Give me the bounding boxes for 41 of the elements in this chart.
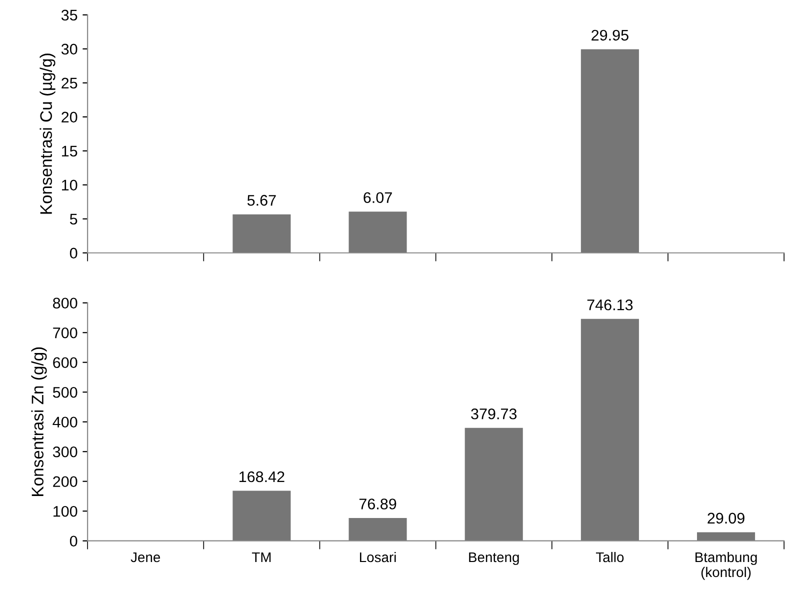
y-tick-label: 700	[53, 327, 78, 338]
bar	[580, 49, 639, 253]
bar	[580, 318, 639, 541]
x-tick-label: Jene	[130, 552, 160, 562]
y-tick-label: 10	[62, 180, 78, 191]
bar	[697, 532, 756, 541]
bar	[464, 428, 523, 541]
y-tick-label: 100	[54, 506, 78, 517]
y-tick-label: 25	[62, 78, 78, 89]
y-axis-title: Konsentrasi Zn (g/g)	[31, 347, 47, 496]
y-tick-label: 200	[53, 476, 78, 488]
y-tick-label: 15	[62, 146, 78, 157]
data-label: 746.13	[587, 299, 633, 310]
x-tick-label: Tallo	[596, 552, 624, 562]
data-label: 6.07	[364, 192, 392, 204]
bar	[348, 212, 407, 253]
x-tick-label: Losari	[360, 552, 396, 562]
y-tick-label: 400	[52, 416, 78, 428]
y-tick-label: 800	[53, 298, 78, 309]
bar	[232, 490, 291, 541]
data-label: 168.42	[239, 471, 284, 482]
y-tick-label: 0	[70, 536, 78, 547]
data-label: 76.89	[359, 498, 396, 510]
y-axis-title: Konsentrasi Cu (µg/g)	[40, 54, 56, 214]
y-tick-label: 0	[70, 248, 78, 259]
bar	[232, 214, 291, 253]
x-tick-label: Btambung (kontrol)	[696, 552, 757, 580]
y-tick-label: 30	[61, 44, 78, 55]
y-tick-label: 5	[70, 214, 78, 225]
data-label: 29.95	[592, 30, 628, 41]
y-tick-label: 500	[52, 386, 78, 398]
x-tick-label: Benteng	[469, 552, 519, 565]
y-tick-label: 600	[53, 357, 78, 368]
y-tick-label: 35	[61, 10, 78, 21]
x-tick-label: TM	[252, 552, 271, 562]
bar	[348, 518, 407, 541]
data-label: 5.67	[247, 194, 276, 206]
data-label: 29.09	[708, 512, 744, 524]
data-label: 379.73	[471, 408, 517, 420]
y-tick-label: 300	[52, 446, 78, 458]
y-tick-label: 20	[62, 112, 78, 123]
